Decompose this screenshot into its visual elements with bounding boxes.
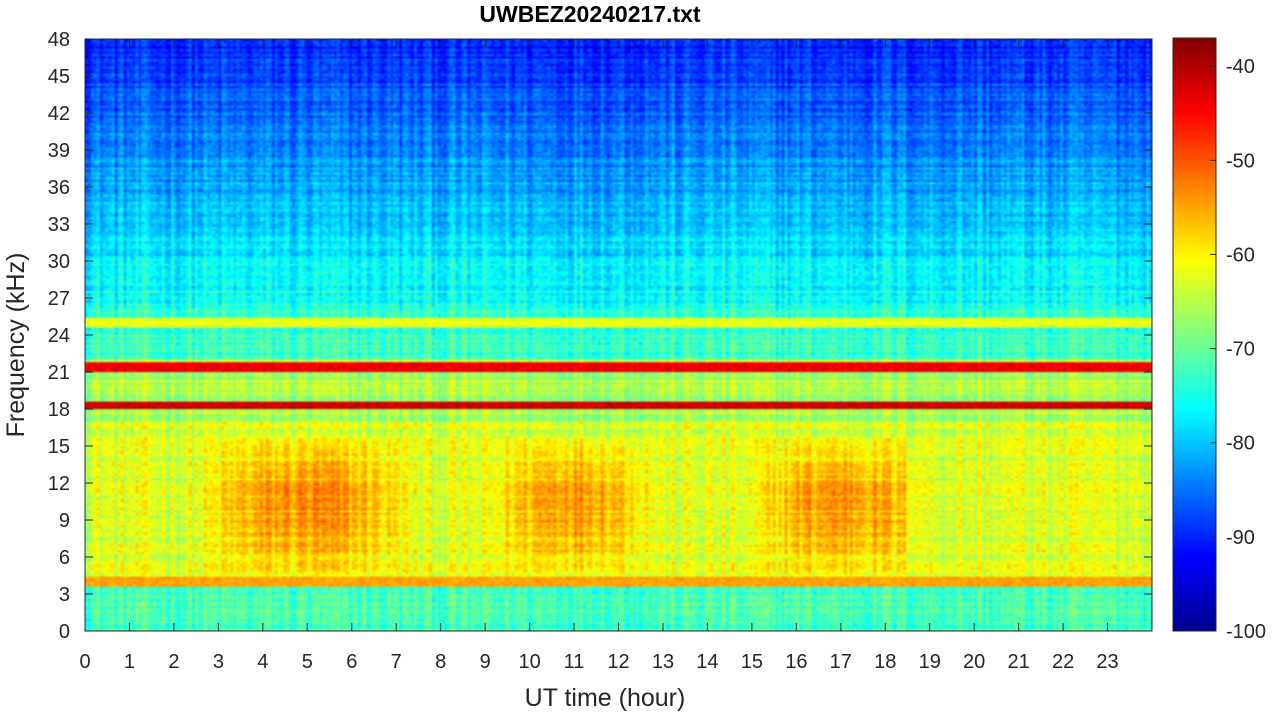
y-tick-label: 48 xyxy=(48,29,70,51)
y-tick-label: 30 xyxy=(48,251,70,273)
y-tick-label: 24 xyxy=(48,325,70,347)
y-tick-label: 45 xyxy=(48,66,70,88)
y-axis-label: Frequency (kHz) xyxy=(2,253,30,438)
colorbar-ticks: -40 -50 -60 -70 -80 -90 -100 xyxy=(1210,56,1266,643)
colorbar: -40 -50 -60 -70 -80 -90 -100 xyxy=(1172,37,1266,643)
x-tick-label: 0 xyxy=(79,651,90,673)
x-tick-label: 6 xyxy=(346,651,357,673)
y-tick-label: 12 xyxy=(48,473,70,495)
x-tick-label: 4 xyxy=(257,651,268,673)
x-tick-label: 13 xyxy=(652,651,674,673)
y-tick-label: 0 xyxy=(59,621,70,643)
y-tick-label: 18 xyxy=(48,399,70,421)
y-tick-label: 9 xyxy=(59,510,70,532)
x-tick-label: 1 xyxy=(124,651,135,673)
y-tick-label: 21 xyxy=(48,362,70,384)
x-tick-label: 7 xyxy=(391,651,402,673)
x-tick-label: 21 xyxy=(1008,651,1030,673)
x-tick-label: 3 xyxy=(213,651,224,673)
x-tick-label: 19 xyxy=(919,651,941,673)
colorbar-tick-label: -50 xyxy=(1226,150,1255,172)
heatmap-area xyxy=(84,38,1153,632)
x-tick-label: 14 xyxy=(696,651,718,673)
x-tick-label: 20 xyxy=(963,651,985,673)
colorbar-tick-label: -90 xyxy=(1226,527,1255,549)
x-tick-label: 8 xyxy=(435,651,446,673)
x-tick-label: 17 xyxy=(830,651,852,673)
spectrogram-heatmap xyxy=(85,39,1152,631)
colorbar-tick-label: -80 xyxy=(1226,433,1255,455)
colorbar-tick-label: -40 xyxy=(1226,56,1255,78)
x-tick-label: 23 xyxy=(1096,651,1118,673)
y-tick-label: 36 xyxy=(48,177,70,199)
x-tick-label: 9 xyxy=(480,651,491,673)
chart-title: UWBEZ20240217.txt xyxy=(479,1,700,27)
colorbar-gradient xyxy=(1172,37,1217,632)
y-tick-label: 3 xyxy=(59,584,70,606)
colorbar-tick-label: -100 xyxy=(1226,621,1266,643)
x-tick-label: 16 xyxy=(785,651,807,673)
x-tick-label: 12 xyxy=(607,651,629,673)
y-tick-label: 42 xyxy=(48,103,70,125)
y-tick-label: 27 xyxy=(48,288,70,310)
x-tick-label: 18 xyxy=(874,651,896,673)
x-axis-ticks: 0 1 2 3 4 5 6 7 8 9 10 11 12 13 14 15 16 17 18 19 20 21 22 23 xyxy=(79,39,1119,673)
x-tick-label: 5 xyxy=(302,651,313,673)
x-tick-label: 11 xyxy=(564,651,585,673)
y-tick-label: 39 xyxy=(48,140,70,162)
y-tick-label: 15 xyxy=(48,436,70,458)
y-tick-label: 33 xyxy=(48,214,70,236)
x-tick-label: 10 xyxy=(518,651,540,673)
x-tick-label: 22 xyxy=(1052,651,1074,673)
x-axis-label: UT time (hour) xyxy=(525,684,686,712)
x-tick-label: 15 xyxy=(741,651,763,673)
y-tick-label: 6 xyxy=(59,547,70,569)
colorbar-tick-label: -70 xyxy=(1226,339,1255,361)
colorbar-tick-label: -60 xyxy=(1226,244,1255,266)
x-tick-label: 2 xyxy=(168,651,179,673)
